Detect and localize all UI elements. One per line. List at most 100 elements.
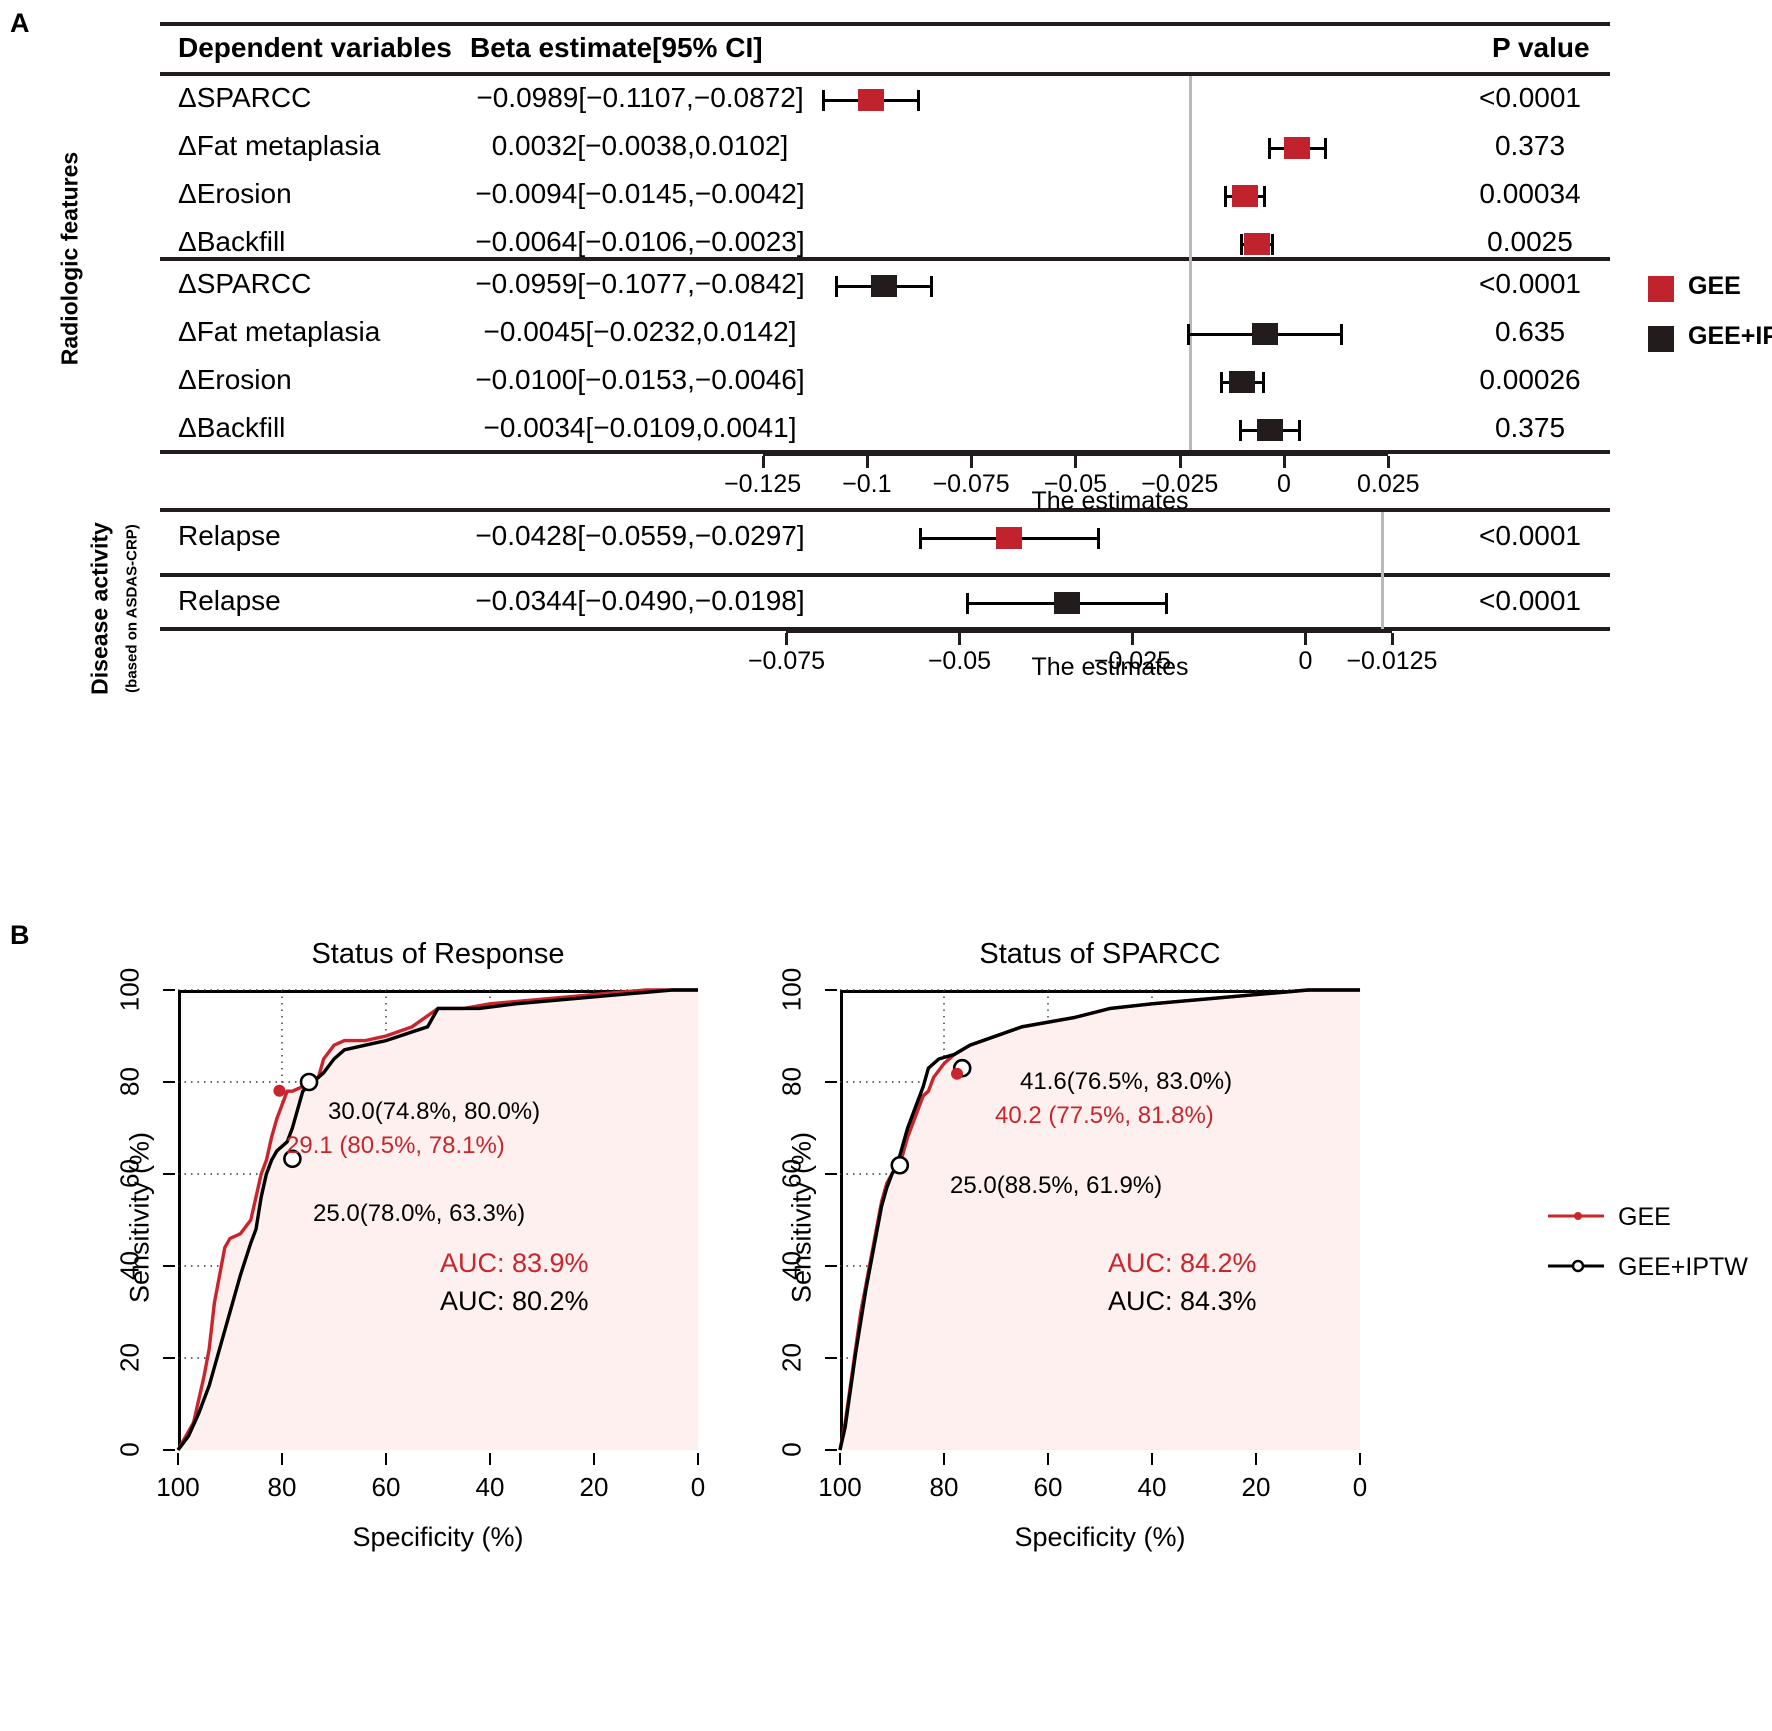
roc-x-tickmark [943,1453,945,1465]
forest-ci-cap-low [1187,324,1191,345]
roc-y-tick-label: 100 [776,967,807,1012]
forest-axis-tick-label: −0.125 [723,470,802,498]
forest-point-marker [996,527,1023,549]
forest-row-pvalue: <0.0001 [1479,585,1581,616]
forest-row-estimate: −0.0989[−0.1107,−0.0872] [476,82,804,113]
roc-y-tickmark [163,989,175,991]
forest-ci-cap-low [834,276,838,297]
forest-row-pvalue: <0.0001 [1479,520,1581,551]
roc-x-tick-label: 40 [1137,1472,1167,1502]
forest-row-estimate: −0.0100[−0.0153,−0.0046] [475,364,805,395]
forest-ci-cap-low [1220,372,1224,393]
forest-axis-line [786,629,1392,633]
roc-x-tick-label: 60 [371,1472,401,1502]
forest-ci-cap-high [1261,372,1265,393]
roc-auc-label-gee-iptw: AUC: 84.3% [1108,1286,1257,1316]
roc-legend-line-gee [1548,1212,1604,1220]
forest-point-marker [858,89,885,111]
forest-ci-cap-low [918,528,922,549]
rule-under-header [160,72,1610,76]
forest-row-estimate: −0.0034[−0.0109,0.0041] [483,412,797,443]
zero-reference-line-bottom [1381,512,1384,631]
forest-row-pvalue: 0.0025 [1487,226,1573,257]
forest-axis-tick-label: −0.1 [842,470,892,498]
forest-row-pvalue: <0.0001 [1479,268,1581,299]
roc-cutoff-label: 25.0(88.5%, 61.9%) [950,1172,1163,1199]
forest-row-pvalue: <0.0001 [1479,82,1581,113]
roc-x-tick-label: 80 [267,1472,297,1502]
roc-x-tickmark [697,1453,699,1465]
forest-point-marker [1244,233,1271,255]
roc-x-tick-label: 80 [929,1472,959,1502]
panel-b-letter: B [10,920,30,950]
roc-y-tickmark [163,1081,175,1083]
forest-axis-line [762,452,1389,456]
roc-x-tick-label: 60 [1033,1472,1063,1502]
roc-title: Status of SPARCC [979,938,1221,970]
roc-x-tickmark [593,1453,595,1465]
roc-y-tickmark [825,1449,837,1451]
forest-row-estimate: 0.0032[−0.0038,0.0102] [491,130,789,161]
forest-ci-cap-high [1271,234,1275,255]
forest-row-variable: ΔErosion [178,364,292,395]
roc-x-tick-label: 20 [1241,1472,1271,1502]
rule-group-split [160,257,1610,261]
forest-axis-tick [1304,633,1308,645]
forest-row-variable: ΔErosion [178,178,292,209]
forest-axis-tick [1131,633,1135,645]
forest-point-marker [1054,592,1081,614]
forest-row-variable: ΔSPARCC [178,268,312,299]
forest-ci-cap-high [917,90,921,111]
axis-title-top: The estimates [1031,487,1189,515]
forest-point-marker [870,275,897,297]
forest-row-estimate: −0.0064[−0.0106,−0.0023] [475,226,805,257]
roc-cutoff-label: 30.0(74.8%, 80.0%) [328,1098,541,1125]
legend-swatch-gee-iptw [1648,326,1674,352]
forest-axis-tick [1074,456,1078,468]
forest-row-estimate: −0.0045[−0.0232,0.0142] [483,316,797,347]
forest-ci-cap-high [929,276,933,297]
roc-cutoff-label: 25.0(78.0%, 63.3%) [313,1200,526,1227]
roc-auc-label-gee: AUC: 84.2% [1108,1248,1257,1278]
column-header-pvalue: P value [1492,32,1590,63]
roc-x-tickmark [385,1453,387,1465]
roc-y-tickmark [825,1265,837,1267]
forest-row-pvalue: 0.635 [1494,316,1566,347]
roc-y-axis-title: Sensitivity (%) [786,1131,817,1304]
forest-row-pvalue: 0.00026 [1479,364,1581,395]
forest-axis-tick-label: −0.025 [1141,470,1219,498]
roc-x-tickmark [1151,1453,1153,1465]
roc-x-tickmark [1047,1453,1049,1465]
roc-auc-label-gee-iptw: AUC: 80.2% [440,1286,589,1316]
forest-axis-tick-label: −0.05 [1043,470,1108,498]
roc-x-tickmark [1359,1453,1361,1465]
roc-x-tickmark [281,1453,283,1465]
forest-ci-cap-high [1096,528,1100,549]
forest-point-marker [1284,137,1311,159]
forest-row-variable: ΔSPARCC [178,82,312,113]
forest-row-variable: ΔFat metaplasia [178,316,381,347]
roc-legend-line-gee-iptw [1548,1259,1604,1273]
group-label-disease-activity-sub: (based on ASDAS-CRP) [123,524,141,693]
forest-axis-tick-label: 0 [1277,470,1291,498]
forest-axis-tick [1390,633,1394,645]
roc-x-axis-title: Specificity (%) [352,1522,524,1552]
forest-ci-cap-low [1268,138,1272,159]
roc-x-tickmark [839,1453,841,1465]
forest-ci-cap-high [1340,324,1344,345]
roc-x-tick-label: 20 [579,1472,609,1502]
roc-auc-label-gee: AUC: 83.9% [440,1248,589,1278]
forest-axis-tick [761,456,765,468]
forest-row-pvalue: 0.00034 [1479,178,1581,209]
roc-y-tickmark [163,1449,175,1451]
forest-row-pvalue: 0.375 [1494,412,1566,443]
roc-x-tick-label: 0 [1352,1472,1368,1502]
zero-reference-line-top [1189,76,1192,450]
forest-row-estimate: −0.0428[−0.0559,−0.0297] [475,520,805,551]
forest-row-estimate: −0.0344[−0.0490,−0.0198] [475,585,805,616]
forest-ci-cap-high [1165,593,1169,614]
roc-x-tickmark [177,1453,179,1465]
roc-cutoff-label: 40.2 (77.5%, 81.8%) [995,1102,1214,1129]
roc-title: Status of Response [311,938,565,970]
roc-y-tick-label: 0 [776,1442,807,1457]
